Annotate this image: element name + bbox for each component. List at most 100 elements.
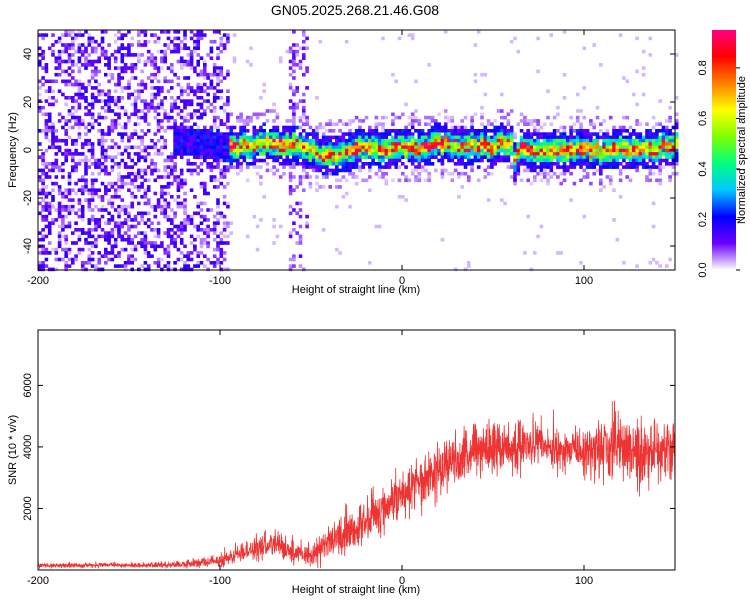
heatmap-cell — [434, 148, 438, 153]
heatmap-cell — [90, 178, 95, 183]
heatmap-cell — [562, 171, 567, 176]
heatmap-cell — [272, 158, 276, 163]
heatmap-cell — [173, 135, 177, 140]
heatmap-cell — [648, 142, 653, 146]
heatmap-cell — [216, 165, 220, 169]
heatmap-cell — [120, 43, 125, 47]
heatmap-cell — [203, 145, 207, 150]
heatmap-cell — [209, 175, 214, 179]
heatmap-cell — [305, 171, 309, 176]
heatmap-cell — [226, 102, 230, 107]
heatmap-cell — [387, 148, 392, 153]
heatmap-cell — [447, 119, 451, 123]
heatmap-cell — [41, 53, 45, 57]
heatmap-cell — [87, 247, 92, 252]
heatmap-cell — [104, 261, 108, 265]
heatmap-cell — [440, 175, 445, 179]
heatmap-cell — [391, 155, 395, 159]
heatmap-cell — [117, 165, 121, 169]
heatmap-cell — [539, 142, 544, 146]
heatmap-cell — [90, 148, 95, 153]
heatmap-cell — [84, 125, 88, 130]
heatmap-cell — [242, 122, 247, 126]
heatmap-cell — [209, 82, 214, 87]
heatmap-cell — [645, 135, 649, 140]
heatmap-cell — [113, 191, 118, 196]
heatmap-cell — [651, 135, 656, 140]
heatmap-cell — [377, 162, 382, 166]
heatmap-cell — [64, 33, 68, 37]
heatmap-cell — [51, 102, 55, 107]
heatmap-cell — [579, 129, 583, 133]
heatmap-cell — [127, 49, 131, 54]
heatmap-cell — [506, 138, 511, 143]
heatmap-cell — [100, 198, 105, 202]
heatmap-cell — [325, 135, 329, 140]
heatmap-cell — [559, 155, 563, 159]
heatmap-cell — [97, 112, 101, 117]
heatmap-cell — [130, 66, 134, 70]
heatmap-cell — [38, 105, 42, 110]
heatmap-cell — [641, 165, 646, 169]
heatmap-cell — [351, 135, 356, 140]
heatmap-cell — [252, 112, 257, 117]
heatmap-cell — [90, 208, 95, 212]
heatmap-cell — [536, 138, 540, 143]
heatmap-cell — [127, 214, 131, 219]
heatmap-cell — [288, 162, 293, 166]
heatmap-cell — [572, 152, 577, 156]
heatmap-cell — [203, 135, 207, 140]
heatmap-cell — [252, 125, 257, 130]
heatmap-cell — [298, 138, 303, 143]
heatmap-cell — [67, 171, 72, 176]
heatmap-cell — [196, 171, 200, 176]
heatmap-cell — [285, 119, 290, 123]
heatmap-cell — [434, 132, 438, 136]
heatmap-cell — [315, 125, 319, 130]
heatmap-cell — [506, 155, 511, 159]
heatmap-cell — [212, 72, 217, 77]
heatmap-cell — [97, 122, 101, 126]
spectrogram-x-ticks: -200 -100 0 100 — [27, 30, 593, 287]
heatmap-cell — [51, 96, 55, 100]
heatmap-cell — [133, 257, 138, 262]
heatmap-cell — [325, 148, 329, 153]
heatmap-cell — [582, 142, 587, 146]
heatmap-cell — [262, 112, 266, 117]
heatmap-cell — [163, 247, 167, 252]
heatmap-cell — [559, 125, 563, 130]
heatmap-cell — [575, 132, 580, 136]
heatmap-cell — [74, 165, 78, 169]
heatmap-cell — [414, 178, 418, 183]
heatmap-cell — [572, 142, 577, 146]
heatmap-cell — [222, 145, 227, 150]
heatmap-cell — [668, 142, 672, 146]
heatmap-cell — [113, 33, 118, 37]
heatmap-cell — [74, 36, 78, 41]
heatmap-cell — [311, 129, 316, 133]
heatmap-cell — [160, 86, 164, 90]
heatmap-cell — [173, 43, 177, 47]
heatmap-cell — [245, 155, 250, 159]
heatmap-cell — [170, 171, 174, 176]
heatmap-cell — [196, 204, 200, 209]
heatmap-cell — [272, 152, 276, 156]
heatmap-cell — [374, 152, 379, 156]
heatmap-cell — [130, 267, 134, 272]
heatmap-cell — [67, 221, 72, 225]
heatmap-cell — [77, 96, 82, 100]
heatmap-cell — [434, 142, 438, 146]
heatmap-cell — [74, 33, 78, 37]
heatmap-cell — [674, 112, 679, 117]
heatmap-cell — [305, 224, 309, 229]
heatmap-cell — [64, 43, 68, 47]
heatmap-cell — [539, 125, 544, 130]
heatmap-cell — [641, 138, 646, 143]
heatmap-cell — [176, 43, 181, 47]
heatmap-cell — [628, 138, 633, 143]
heatmap-cell — [41, 234, 45, 239]
heatmap-cell — [189, 102, 194, 107]
heatmap-cell — [67, 181, 72, 186]
heatmap-cell — [529, 148, 534, 153]
heatmap-cell — [41, 191, 45, 196]
